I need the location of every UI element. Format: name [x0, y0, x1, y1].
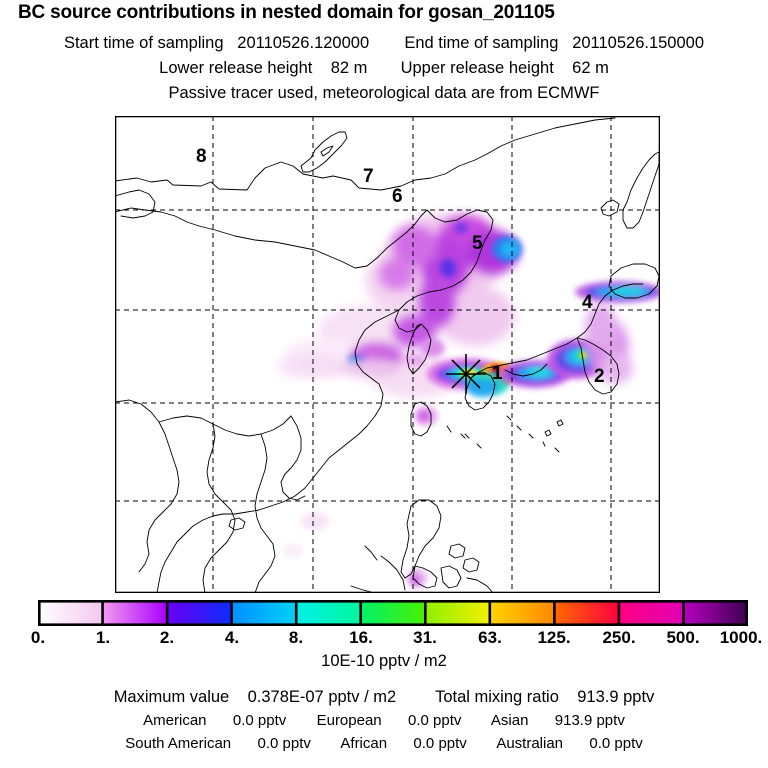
colorbar-tick-6: 31.	[413, 628, 437, 647]
colorbar-tick-5: 16.	[349, 628, 373, 647]
map-canvas	[115, 116, 660, 593]
max-value: 0.378E-07 pptv / m2	[247, 688, 397, 706]
plume-field	[277, 214, 660, 588]
colorbar-tick-2: 2.	[159, 628, 175, 647]
colorbar-tick-11: 1000.	[719, 628, 763, 647]
asian-label: Asian	[490, 712, 529, 729]
colorbar-tick-labels: 0. 1. 2. 4. 8. 16. 31. 63. 125. 250. 500…	[0, 628, 768, 652]
release-height-line: Lower release height 82 m Upper release …	[0, 59, 768, 78]
colorbar-tick-7: 63.	[478, 628, 502, 647]
australian-value: 0.0 pptv	[589, 735, 643, 752]
colorbar-tick-9: 250.	[602, 628, 636, 647]
map-panel: 8 7 6 5 4 2 1	[115, 116, 660, 593]
total-mixing-ratio-label: Total mixing ratio	[435, 688, 559, 706]
summary-line: Maximum value 0.378E-07 pptv / m2 Total …	[0, 688, 768, 707]
colorbar-tick-10: 500.	[666, 628, 700, 647]
max-value-label: Maximum value	[113, 688, 230, 706]
south-american-value: 0.0 pptv	[257, 735, 311, 752]
colorbar	[38, 600, 748, 626]
lower-release-height-label: Lower release height	[159, 59, 313, 77]
map-frame	[115, 116, 660, 593]
european-value: 0.0 pptv	[408, 712, 462, 729]
american-value: 0.0 pptv	[232, 712, 287, 729]
colorbar-segments	[38, 600, 748, 626]
start-time-value: 20110526.120000	[237, 34, 370, 52]
contribution-row: South American 0.0 pptv African 0.0 pptv…	[0, 735, 768, 752]
end-time-value: 20110526.150000	[572, 34, 705, 52]
colorbar-tick-4: 8.	[288, 628, 304, 647]
african-value: 0.0 pptv	[413, 735, 467, 752]
australian-label: Australian	[496, 735, 564, 752]
colorbar-tick-0: 0.	[30, 628, 46, 647]
total-mixing-ratio-value: 913.9 pptv	[577, 688, 655, 706]
asian-value: 913.9 pptv	[554, 712, 625, 729]
european-label: European	[316, 712, 382, 729]
american-label: American	[143, 712, 207, 729]
colorbar-unit-label: 10E-10 pptv / m2	[321, 652, 447, 670]
graticule	[115, 116, 660, 593]
colorbar-dividers	[101, 600, 685, 626]
south-american-label: South American	[125, 735, 232, 752]
colorbar-tick-1: 1.	[95, 628, 111, 647]
page-title: BC source contributions in nested domain…	[18, 2, 555, 23]
sampling-time-line: Start time of sampling 20110526.120000 E…	[0, 34, 768, 53]
start-time-label: Start time of sampling	[63, 34, 224, 52]
method-note: Passive tracer used, meteorological data…	[168, 84, 600, 102]
lower-release-height-value: 82 m	[330, 59, 368, 77]
contribution-row: American 0.0 pptv European 0.0 pptv Asia…	[0, 712, 768, 729]
release-site-star	[446, 354, 486, 394]
colorbar-canvas	[38, 600, 748, 626]
upper-release-height-value: 62 m	[572, 59, 609, 77]
colorbar-tick-3: 4.	[224, 628, 240, 647]
african-label: African	[340, 735, 388, 752]
colorbar-tick-8: 125.	[537, 628, 571, 647]
end-time-label: End time of sampling	[404, 34, 559, 52]
upper-release-height-label: Upper release height	[400, 59, 554, 77]
colorbar-frame	[38, 600, 748, 626]
